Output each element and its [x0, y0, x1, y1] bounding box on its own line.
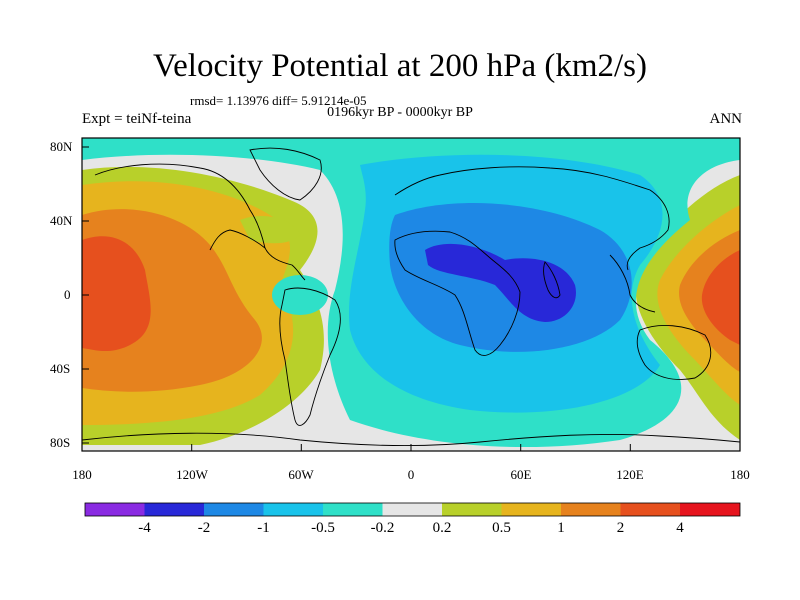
- australia-coast: [636, 325, 712, 380]
- colorbar-label: -2: [197, 520, 211, 536]
- pacific-contour-pos2: [82, 236, 151, 352]
- colorbar-label: 0.5: [492, 520, 511, 536]
- colorbar: [84, 502, 741, 517]
- colorbar-label: 1: [557, 520, 565, 536]
- colorbar-swatch-6: [442, 503, 502, 516]
- axis-ticks: [81, 146, 741, 451]
- africa-coast: [394, 230, 521, 356]
- antarctica-coast: [82, 432, 740, 447]
- atlantic-contour-neg05: [272, 275, 328, 315]
- colorbar-swatch-0: [85, 503, 145, 516]
- africa-contour-neg4: [425, 243, 576, 322]
- wpacific-contour-pos2: [701, 250, 740, 345]
- colorbar-swatch-10: [680, 503, 740, 516]
- colorbar-swatch-8: [561, 503, 621, 516]
- x-tick-label: 180: [730, 467, 750, 482]
- x-tick-label: 120E: [616, 467, 644, 482]
- x-tick-label: 180: [72, 467, 92, 482]
- season-label: ANN: [709, 111, 743, 127]
- atlantic-contour-pos02: [240, 215, 300, 244]
- southeast-asia-coast: [609, 254, 656, 313]
- colorbar-label: -4: [138, 520, 151, 536]
- colorbar-swatch-5: [382, 503, 442, 516]
- colorbar-label: -0.2: [370, 520, 395, 536]
- y-tick-label: 40S: [50, 361, 71, 376]
- y-tick-label: 40N: [50, 213, 73, 228]
- colorbar-label: 0.2: [432, 520, 452, 536]
- x-tick-label: 0: [407, 467, 415, 482]
- experiment-label: Expt = teiNf-teina: [82, 111, 192, 127]
- colorbar-label: 4: [676, 520, 684, 536]
- y-tick-label: 0: [64, 287, 71, 302]
- coastlines: [82, 147, 740, 447]
- x-tick-label: 120W: [176, 467, 208, 482]
- europe-asia-coast: [394, 166, 670, 271]
- colorbar-swatch-9: [620, 503, 680, 516]
- colorbar-swatch-4: [323, 503, 383, 516]
- colorbar-swatch-1: [144, 503, 204, 516]
- south-america-coast: [279, 287, 341, 426]
- colorbar-swatch-2: [204, 503, 264, 516]
- x-tick-label: 60W: [288, 467, 314, 482]
- india-coast: [543, 261, 561, 299]
- colorbar-swatch-3: [263, 503, 323, 516]
- north-america-coast: [94, 163, 306, 281]
- colorbar-label: -0.5: [311, 520, 335, 536]
- stats-line: rmsd= 1.13976 diff= 5.91214e-05: [190, 93, 367, 108]
- colorbar-label: -1: [257, 520, 270, 536]
- colorbar-swatch-7: [501, 503, 561, 516]
- greenland-coast: [249, 147, 322, 201]
- y-tick-label: 80S: [50, 435, 71, 450]
- plot-title: Velocity Potential at 200 hPa (km2/s): [152, 48, 648, 84]
- y-tick-label: 80N: [50, 139, 73, 154]
- colorbar-label: 2: [616, 520, 625, 536]
- period-line: 0196kyr BP - 0000kyr BP: [327, 105, 473, 120]
- velocity-potential-field: [82, 138, 740, 451]
- x-tick-label: 60E: [510, 467, 532, 482]
